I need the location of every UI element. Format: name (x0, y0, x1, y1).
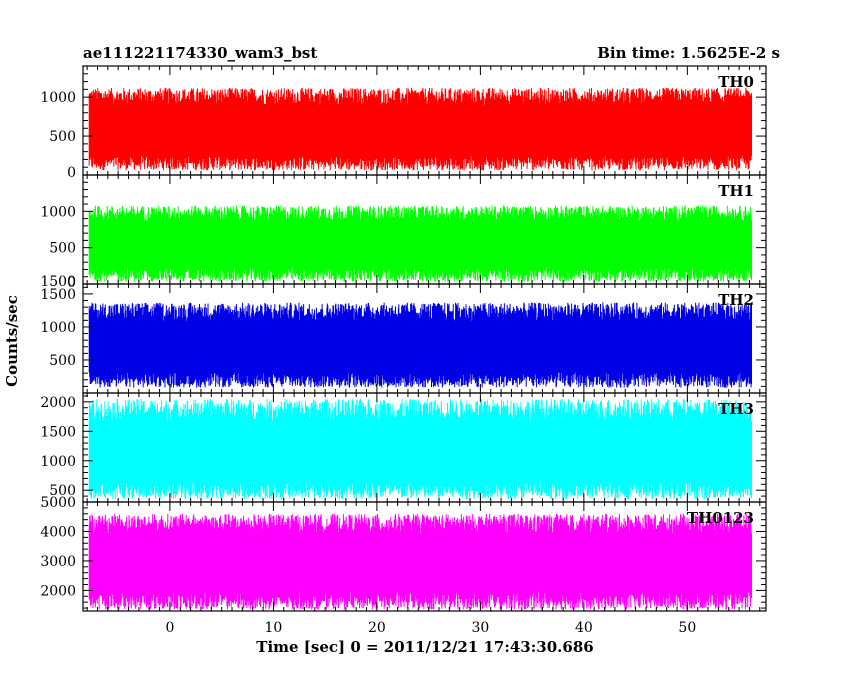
y-tick-label: 1000 (40, 320, 76, 336)
y-tick-label: 1500 (40, 287, 76, 303)
x-tick-label: 20 (368, 620, 386, 636)
series-line-th1 (88, 205, 753, 282)
y-tick-label: 2000 (40, 583, 76, 599)
y-tick-label: 1000 (40, 90, 76, 106)
x-tick-label: 10 (264, 620, 282, 636)
panel-label-th1: TH1 (718, 182, 754, 200)
y-tick-label: 0 (67, 275, 76, 291)
series-line-th3 (88, 398, 753, 500)
y-axis-label: Counts/sec (3, 295, 21, 387)
y-tick-label: 500 (49, 353, 76, 369)
bin-time-label: Bin time: 1.5625E-2 s (597, 44, 780, 62)
panel-frame-th0123 (82, 501, 767, 612)
y-tick-label: 1000 (40, 454, 76, 470)
panel-label-th0: TH0 (718, 73, 754, 91)
y-tick-label: 500 (49, 129, 76, 145)
x-axis-label: Time [sec] 0 = 2011/12/21 17:43:30.686 (256, 638, 594, 656)
chart-title: ae111221174330_wam3_bst (83, 44, 318, 62)
panel-label-th2: TH2 (718, 291, 754, 309)
panel-label-th3: TH3 (718, 400, 754, 418)
series-line-th0 (88, 87, 753, 171)
x-tick-label: 30 (471, 620, 489, 636)
y-tick-label: 2000 (40, 395, 76, 411)
y-tick-label: 1500 (40, 424, 76, 440)
y-tick-label: 5000 (40, 495, 76, 511)
x-tick-label: 50 (678, 620, 696, 636)
y-tick-label: 0 (67, 165, 76, 181)
x-tick-label: 0 (165, 620, 174, 636)
y-tick-label: 1000 (40, 204, 76, 220)
y-tick-label: 4000 (40, 524, 76, 540)
y-tick-label: 1500 (40, 274, 76, 290)
series-line-th2 (88, 302, 753, 388)
panel-label-th0123: TH0123 (687, 509, 754, 527)
y-tick-label: 3000 (40, 554, 76, 570)
series-line-th0123 (88, 513, 753, 610)
y-tick-label: 500 (49, 241, 76, 257)
y-tick-label: 500 (49, 483, 76, 499)
x-tick-label: 40 (575, 620, 593, 636)
